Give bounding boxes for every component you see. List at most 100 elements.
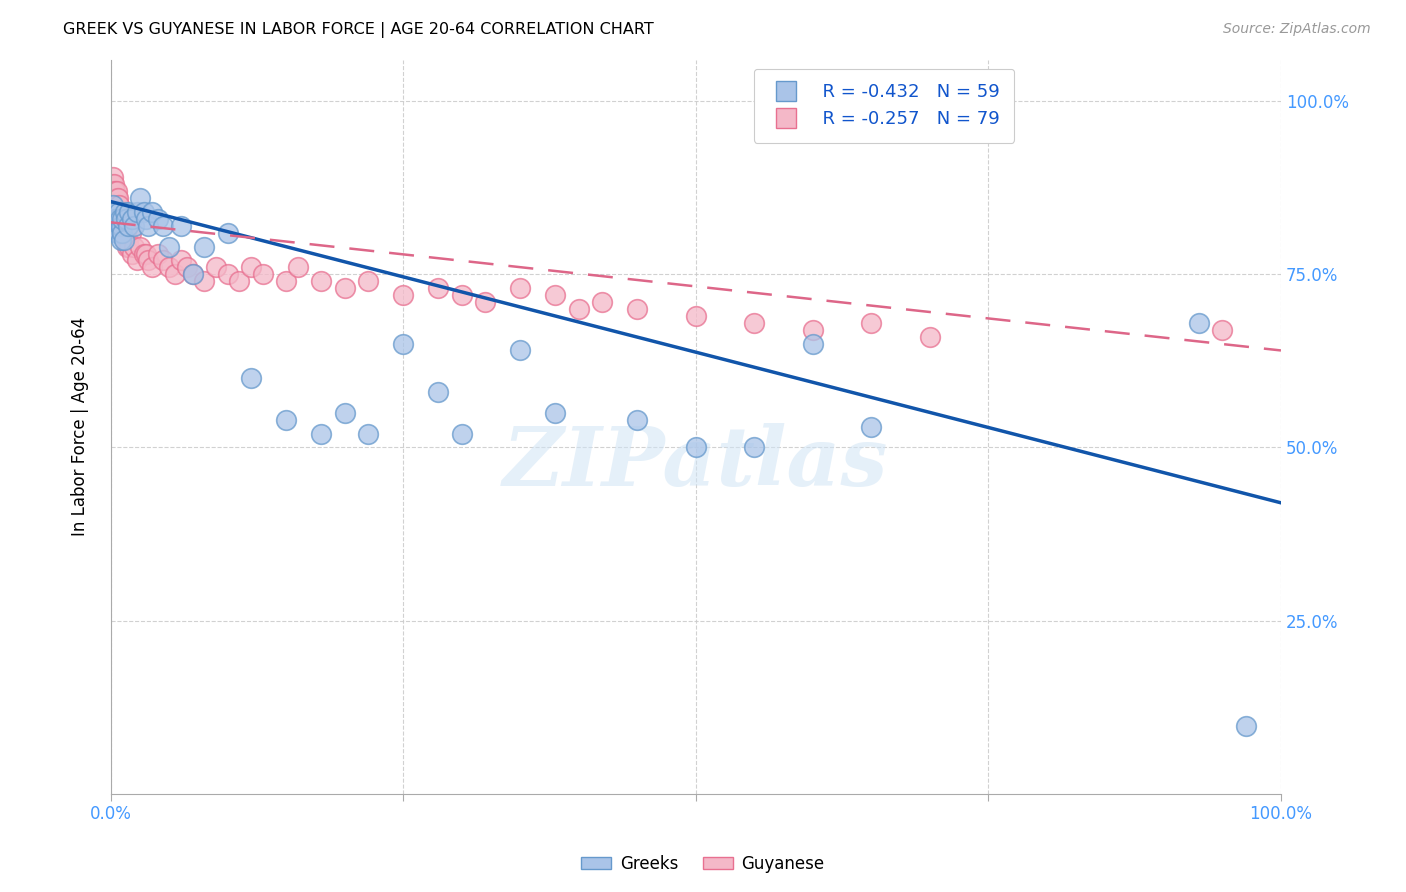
Point (801, 323, 824, 337)
Point (101, 211, 124, 226)
Point (115, 211, 138, 226)
Point (1234, 719, 1257, 733)
Point (125, 205, 148, 219)
Point (107, 211, 129, 226)
Point (427, 384, 450, 399)
Point (217, 226, 239, 240)
Point (110, 205, 132, 219)
Point (1188, 316, 1211, 330)
Point (1211, 323, 1233, 337)
Point (104, 184, 127, 198)
Point (165, 267, 187, 281)
Legend:   R = -0.432   N = 59,   R = -0.257   N = 79: R = -0.432 N = 59, R = -0.257 N = 79 (754, 69, 1015, 143)
Point (104, 198, 127, 212)
Point (181, 267, 204, 281)
Point (801, 336, 824, 351)
Point (107, 191, 129, 205)
Point (392, 288, 415, 302)
Point (217, 267, 239, 281)
Point (744, 316, 766, 330)
Point (626, 301, 648, 316)
Point (108, 211, 131, 226)
Point (333, 281, 356, 295)
Point (114, 233, 136, 247)
Point (918, 329, 941, 343)
Text: ZIPatlas: ZIPatlas (503, 424, 889, 503)
Point (311, 426, 333, 441)
Point (111, 226, 134, 240)
Point (193, 274, 215, 288)
Point (121, 246, 143, 260)
Point (170, 219, 193, 233)
Point (108, 211, 131, 226)
Point (176, 260, 198, 275)
Point (135, 246, 157, 260)
Point (240, 371, 263, 385)
Point (450, 288, 472, 302)
Point (101, 170, 124, 185)
Point (105, 211, 128, 226)
Point (276, 274, 298, 288)
Point (121, 211, 143, 226)
Point (118, 205, 141, 219)
Point (110, 233, 132, 247)
Point (136, 219, 159, 233)
Point (120, 226, 142, 240)
Point (105, 191, 128, 205)
Point (118, 239, 141, 253)
Point (129, 239, 152, 253)
Point (117, 219, 139, 233)
Point (132, 205, 155, 219)
Point (152, 219, 174, 233)
Point (136, 253, 159, 268)
Text: Source: ZipAtlas.com: Source: ZipAtlas.com (1223, 22, 1371, 37)
Point (107, 198, 129, 212)
Point (103, 184, 125, 198)
Point (685, 309, 707, 323)
Text: GREEK VS GUYANESE IN LABOR FORCE | AGE 20-64 CORRELATION CHART: GREEK VS GUYANESE IN LABOR FORCE | AGE 2… (63, 22, 654, 38)
Point (744, 441, 766, 455)
Point (568, 301, 591, 316)
Point (117, 219, 139, 233)
Point (117, 233, 139, 247)
Point (474, 295, 496, 310)
Point (101, 191, 124, 205)
Point (228, 274, 250, 288)
Point (103, 205, 125, 219)
Point (103, 219, 125, 233)
Point (108, 219, 131, 233)
Point (626, 413, 648, 427)
Point (111, 211, 134, 226)
Point (860, 316, 883, 330)
Point (108, 226, 131, 240)
Point (141, 260, 163, 275)
Point (122, 219, 145, 233)
Point (311, 274, 333, 288)
Point (108, 219, 131, 233)
Point (509, 281, 531, 295)
Point (104, 205, 127, 219)
Point (103, 191, 125, 205)
Point (103, 211, 125, 226)
Point (591, 295, 613, 310)
Point (107, 219, 129, 233)
Point (122, 239, 145, 253)
Point (252, 267, 274, 281)
Point (181, 267, 204, 281)
Point (129, 191, 152, 205)
Point (108, 198, 131, 212)
Point (125, 253, 148, 268)
Point (114, 205, 136, 219)
Point (115, 226, 138, 240)
Point (152, 253, 174, 268)
Point (112, 211, 135, 226)
Point (170, 253, 193, 268)
Point (544, 406, 567, 420)
Point (333, 406, 356, 420)
Point (104, 211, 127, 226)
Point (101, 178, 124, 192)
Point (108, 205, 131, 219)
Point (103, 198, 125, 212)
Point (101, 184, 124, 198)
Point (104, 219, 127, 233)
